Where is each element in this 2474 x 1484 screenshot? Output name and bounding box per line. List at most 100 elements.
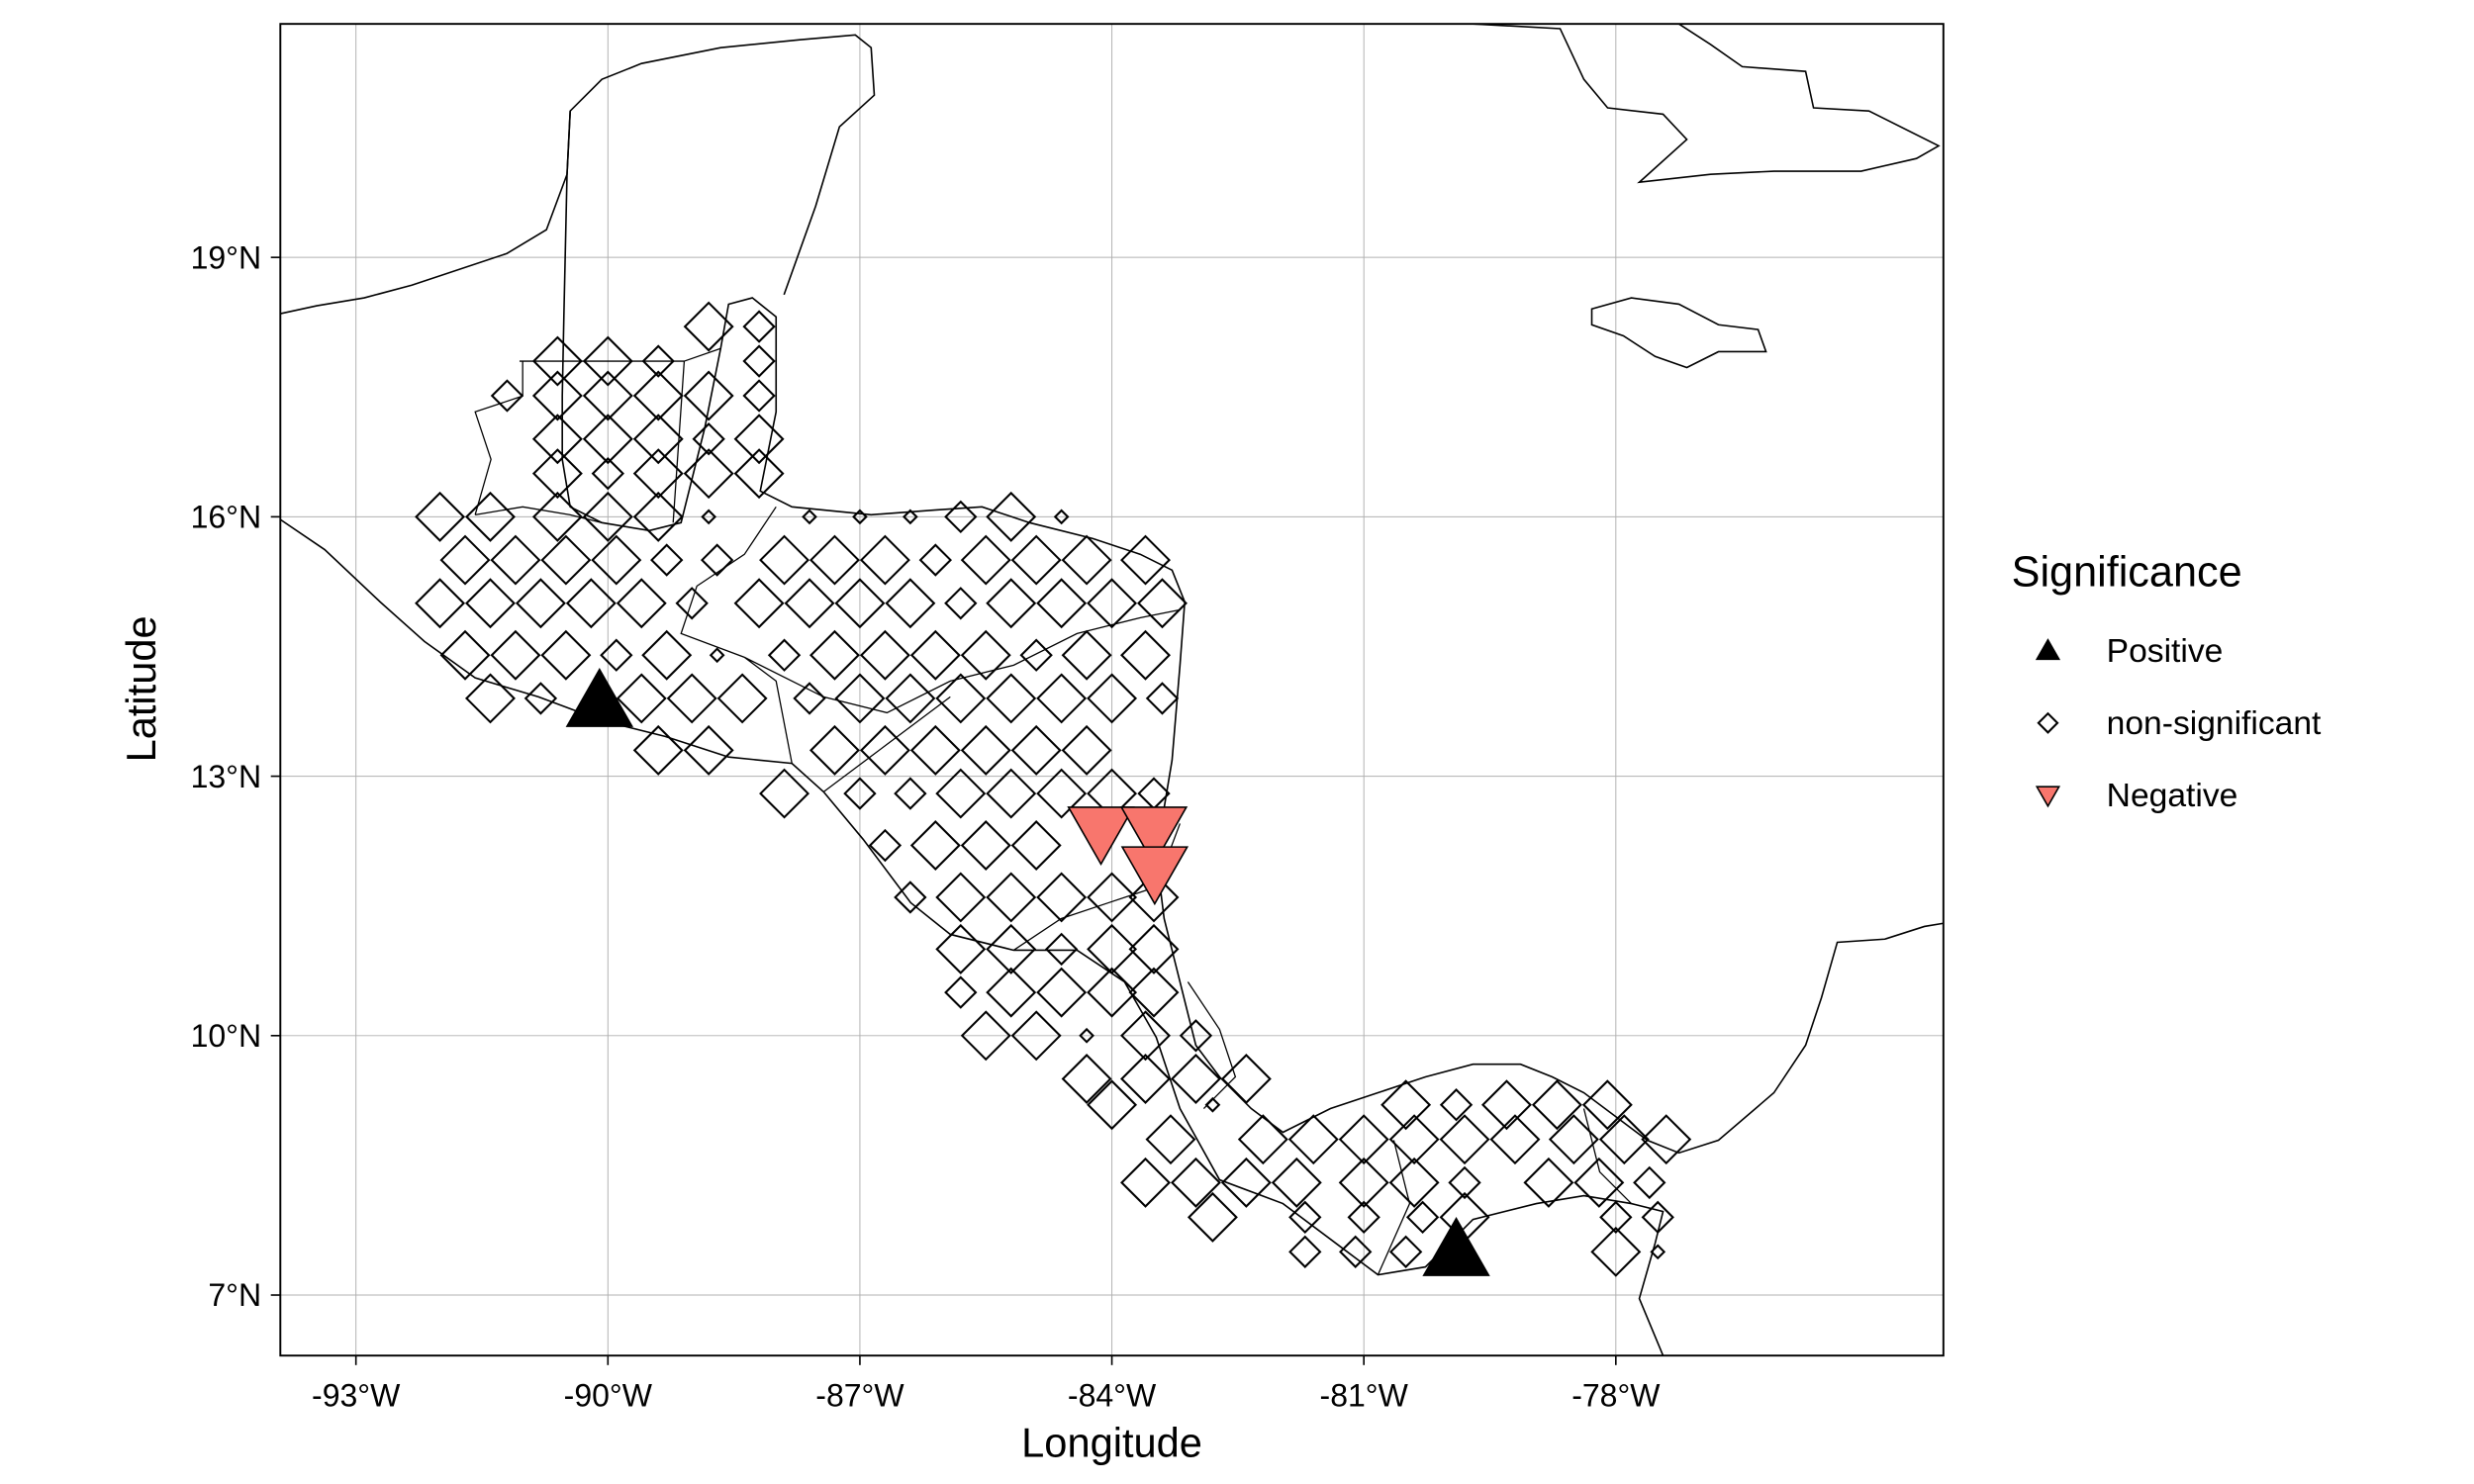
legend-label: Negative xyxy=(2107,778,2238,814)
point xyxy=(683,448,734,500)
point xyxy=(1650,1244,1666,1260)
point xyxy=(1061,534,1112,586)
point xyxy=(582,370,633,421)
point xyxy=(1010,1010,1062,1062)
point xyxy=(986,578,1037,629)
point xyxy=(1087,923,1138,974)
point xyxy=(465,578,516,629)
point xyxy=(852,509,868,525)
point xyxy=(523,682,558,715)
point xyxy=(701,509,717,525)
point xyxy=(1170,1157,1221,1208)
point xyxy=(632,370,684,421)
point xyxy=(809,629,860,681)
point xyxy=(565,667,634,727)
point xyxy=(490,534,541,586)
point xyxy=(582,414,633,465)
y-tick-label: 19°N xyxy=(191,239,261,275)
point xyxy=(935,923,987,974)
country-border xyxy=(474,347,1632,1275)
point xyxy=(1119,806,1189,866)
point xyxy=(935,673,987,724)
point xyxy=(960,1010,1011,1062)
point xyxy=(986,673,1037,724)
point xyxy=(1422,1217,1490,1276)
point xyxy=(1480,1079,1532,1131)
point xyxy=(742,379,776,413)
y-tick-label: 10°N xyxy=(191,1018,261,1054)
point xyxy=(1204,1096,1221,1113)
point xyxy=(986,768,1037,819)
point xyxy=(986,967,1037,1018)
point xyxy=(1137,578,1188,629)
point xyxy=(540,534,592,586)
point xyxy=(767,638,802,672)
point xyxy=(834,578,886,629)
point xyxy=(1347,1200,1380,1235)
point xyxy=(1288,1235,1322,1268)
point xyxy=(650,543,684,577)
x-tick-label: -81°W xyxy=(1320,1377,1409,1413)
y-tick-label: 13°N xyxy=(191,759,261,794)
cuba xyxy=(1473,24,1941,184)
point xyxy=(960,534,1011,586)
y-tick-label: 7°N xyxy=(208,1277,261,1313)
point xyxy=(709,647,725,664)
coastline xyxy=(280,518,1665,1356)
point xyxy=(859,629,910,681)
point xyxy=(415,578,466,629)
point xyxy=(1439,1191,1490,1243)
point xyxy=(490,379,524,413)
point xyxy=(902,509,918,525)
point xyxy=(632,448,684,500)
point xyxy=(1036,872,1088,923)
axes: -93°W -90°W -87°W -84°W -81°W -78°W 7°N 10°N 13°… xyxy=(191,239,1662,1413)
point xyxy=(591,456,624,491)
point xyxy=(531,448,583,500)
point xyxy=(935,872,987,923)
point xyxy=(683,370,734,421)
point xyxy=(632,414,684,465)
point xyxy=(1036,673,1088,724)
point xyxy=(885,673,936,724)
legend-symbol xyxy=(2037,711,2059,734)
point xyxy=(793,682,826,715)
legend-symbol xyxy=(2035,638,2061,661)
point xyxy=(1489,1114,1541,1165)
point xyxy=(859,724,910,776)
point xyxy=(1087,1079,1138,1131)
point xyxy=(894,777,927,810)
point xyxy=(1128,967,1180,1018)
point xyxy=(1573,1157,1625,1208)
point xyxy=(1053,509,1070,525)
x-tick-label: -87°W xyxy=(815,1377,904,1413)
point xyxy=(683,724,734,776)
point xyxy=(759,768,810,819)
point xyxy=(700,543,734,577)
point xyxy=(1061,1054,1112,1104)
point xyxy=(582,491,633,542)
point xyxy=(1288,1200,1322,1235)
point xyxy=(1120,1010,1171,1062)
point xyxy=(1388,1114,1440,1165)
point xyxy=(616,673,667,724)
point xyxy=(641,629,693,681)
point xyxy=(918,543,952,577)
point xyxy=(415,491,466,542)
point xyxy=(1170,1054,1221,1104)
legend-symbol xyxy=(2035,786,2061,808)
point xyxy=(1590,1226,1642,1277)
point xyxy=(909,724,961,776)
point xyxy=(1338,1114,1389,1165)
x-axis-title: Longitude xyxy=(1021,1420,1202,1466)
point xyxy=(582,335,633,387)
point xyxy=(1405,1200,1440,1235)
point xyxy=(1388,1157,1440,1208)
point xyxy=(1036,967,1088,1018)
legend-title: Significance xyxy=(2012,548,2242,596)
point xyxy=(641,344,675,378)
point xyxy=(1531,1079,1582,1131)
point xyxy=(1581,1079,1633,1131)
